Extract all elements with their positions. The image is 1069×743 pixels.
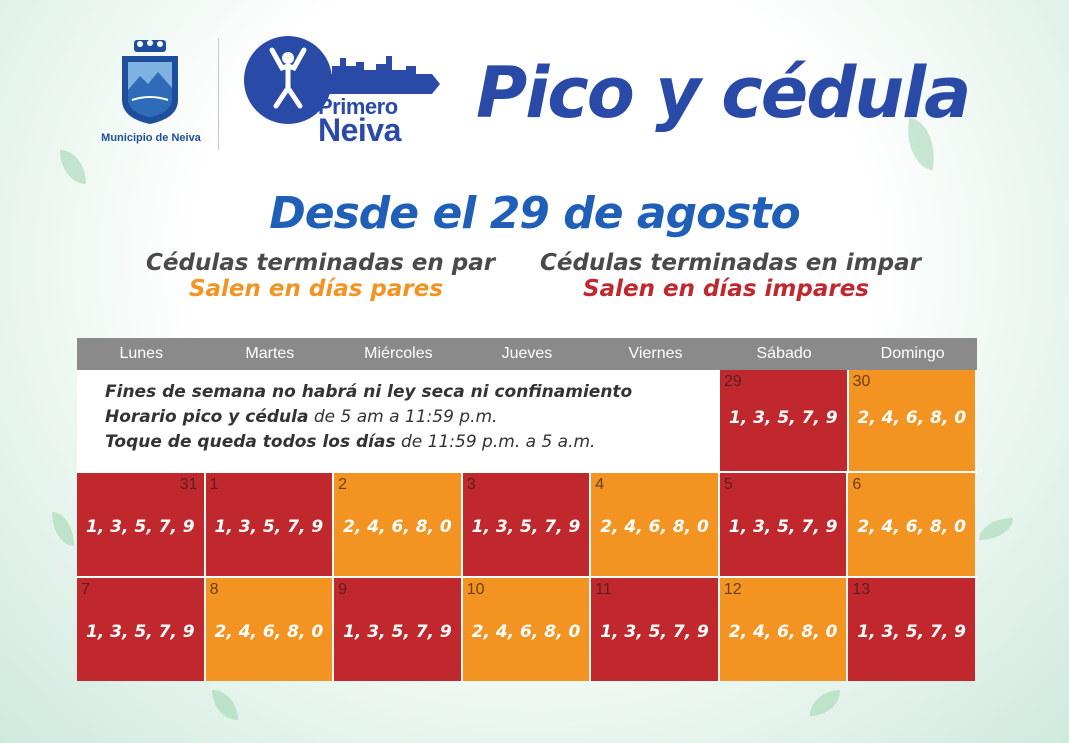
calendar-day-cell: 3 1, 3, 5, 7, 9 <box>462 473 590 576</box>
allowed-digits: 1, 3, 5, 7, 9 <box>85 517 195 537</box>
rule-par-line1: Cédulas terminadas en par <box>146 250 496 276</box>
calendar-week: 7 1, 3, 5, 7, 9 8 2, 4, 6, 8, 0 9 1, 3, 5, … <box>77 576 977 681</box>
allowed-digits: 1, 3, 5, 7, 9 <box>728 517 838 537</box>
day-header: Martes <box>245 345 295 362</box>
calendar-day-cell: 11 1, 3, 5, 7, 9 <box>591 578 718 681</box>
day-number: 9 <box>338 581 348 598</box>
day-number: 8 <box>209 581 219 598</box>
calendar-day-cell: 9 1, 3, 5, 7, 9 <box>334 578 461 681</box>
calendar-day-cell: 7 1, 3, 5, 7, 9 <box>77 578 204 681</box>
page-title: Pico y cédula <box>476 52 971 134</box>
day-number: 30 <box>852 373 871 390</box>
date-title: Desde el 29 de agosto <box>269 188 801 239</box>
municipality-label: Municipio de Neiva <box>101 132 201 144</box>
calendar-day-cell: 5 1, 3, 5, 7, 9 <box>719 473 847 576</box>
day-number: 3 <box>466 476 476 493</box>
day-header: Lunes <box>119 345 164 362</box>
day-header: Domingo <box>880 345 945 362</box>
calendar-day-cell: 10 2, 4, 6, 8, 0 <box>462 578 590 681</box>
day-number: 6 <box>852 476 862 493</box>
calendar-day-cell: 29 1, 3, 5, 7, 9 <box>720 370 847 471</box>
calendar: Lunes Martes Miércoles Jueves Viernes Sá… <box>77 338 977 681</box>
day-number: 1 <box>209 476 219 493</box>
header: Municipio de Neiva Primero Neiva Pico y … <box>0 0 1069 170</box>
brand-line2: Neiva <box>318 112 401 148</box>
day-number: 29 <box>724 373 742 390</box>
allowed-digits: 2, 4, 6, 8, 0 <box>857 408 967 428</box>
day-number: 13 <box>852 581 871 598</box>
rule-par-line2: Salen en días pares <box>188 276 444 302</box>
allowed-digits: 2, 4, 6, 8, 0 <box>857 517 966 537</box>
calendar-day-cell: 12 2, 4, 6, 8, 0 <box>719 578 847 681</box>
day-number: 31 <box>179 476 198 493</box>
calendar-week: Fines de semana no habrá ni ley seca ni … <box>77 370 977 471</box>
day-number: 7 <box>81 581 90 598</box>
note-line1: Fines de semana no habrá ni ley seca ni … <box>105 382 633 402</box>
day-header: Viernes <box>628 345 683 362</box>
allowed-digits: 1, 3, 5, 7, 9 <box>343 622 452 642</box>
rule-impar: Cédulas terminadas en impar Salen en día… <box>540 250 921 302</box>
calendar-day-cell: 31 1, 3, 5, 7, 9 <box>77 473 204 576</box>
day-header: Jueves <box>501 345 553 362</box>
day-number: 11 <box>595 581 612 598</box>
note-line3-rest: de 11:59 p.m. a 5 a.m. <box>395 432 596 452</box>
allowed-digits: 2, 4, 6, 8, 0 <box>343 517 452 537</box>
calendar-header: Lunes Martes Miércoles Jueves Viernes Sá… <box>77 338 977 370</box>
decorative-leaf <box>212 690 238 720</box>
decorative-leaf <box>810 690 840 716</box>
allowed-digits: 1, 3, 5, 7, 9 <box>85 622 195 642</box>
allowed-digits: 1, 3, 5, 7, 9 <box>471 517 581 537</box>
allowed-digits: 1, 3, 5, 7, 9 <box>600 622 709 642</box>
calendar-day-cell: 1 1, 3, 5, 7, 9 <box>205 473 333 576</box>
logo-divider <box>218 38 219 150</box>
note-line2-bold: Horario pico y cédula <box>105 407 309 427</box>
rule-impar-line2: Salen en días impares <box>583 276 869 302</box>
note-line2-rest: de 5 am a 11:59 p.m. <box>308 407 498 427</box>
day-number: 12 <box>723 581 742 598</box>
note-line3-bold: Toque de queda todos los días <box>105 432 396 452</box>
allowed-digits: 2, 4, 6, 8, 0 <box>214 622 324 642</box>
calendar-day-cell: 13 1, 3, 5, 7, 9 <box>848 578 975 681</box>
day-number: 2 <box>338 476 348 493</box>
calendar-note: Fines de semana no habrá ni ley seca ni … <box>77 370 720 471</box>
allowed-digits: 2, 4, 6, 8, 0 <box>600 517 709 537</box>
calendar-day-cell: 4 2, 4, 6, 8, 0 <box>591 473 718 576</box>
calendar-week: 31 1, 3, 5, 7, 9 1 1, 3, 5, 7, 9 2 2, 4, 6,… <box>77 471 977 576</box>
primero-neiva-logo-icon <box>244 36 440 124</box>
calendar-day-cell: 2 2, 4, 6, 8, 0 <box>334 473 461 576</box>
rule-par: Cédulas terminadas en par Salen en días … <box>146 250 496 302</box>
day-header: Miércoles <box>364 345 433 362</box>
decorative-leaf <box>52 512 74 546</box>
allowed-digits: 2, 4, 6, 8, 0 <box>728 622 838 642</box>
allowed-digits: 1, 3, 5, 7, 9 <box>728 408 838 428</box>
day-header: Sábado <box>756 345 812 362</box>
allowed-digits: 2, 4, 6, 8, 0 <box>471 622 581 642</box>
calendar-day-cell: 6 2, 4, 6, 8, 0 <box>848 473 975 576</box>
calendar-day-cell: 30 2, 4, 6, 8, 0 <box>848 370 976 471</box>
allowed-digits: 1, 3, 5, 7, 9 <box>214 517 324 537</box>
municipal-crest-icon <box>122 40 178 124</box>
rule-impar-line1: Cédulas terminadas en impar <box>540 250 921 276</box>
calendar-day-cell: 8 2, 4, 6, 8, 0 <box>205 578 333 681</box>
day-number: 5 <box>723 476 733 493</box>
allowed-digits: 1, 3, 5, 7, 9 <box>857 622 966 642</box>
brand-line1: Primero <box>318 94 398 119</box>
decorative-leaf <box>979 518 1013 540</box>
day-number: 10 <box>466 581 485 598</box>
day-number: 4 <box>595 476 605 493</box>
